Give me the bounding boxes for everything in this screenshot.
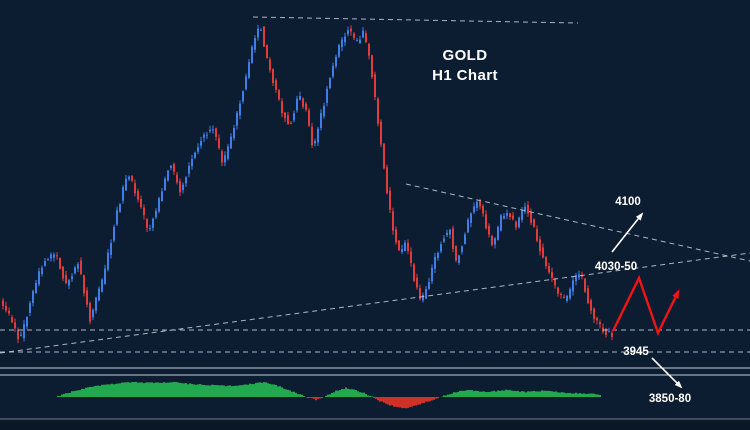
- annotation-arrow: [651, 357, 683, 389]
- ascending-support-line: [0, 252, 750, 354]
- oscillator-histogram: [57, 381, 601, 409]
- price-label-4100: 4100: [615, 196, 641, 208]
- price-label-3850-80: 3850-80: [648, 393, 692, 405]
- top-resistance-line: [252, 16, 579, 24]
- descending-resistance-line: [405, 183, 750, 262]
- candlesticks: [2, 24, 613, 344]
- chart-timeframe-label: H1 Chart: [432, 67, 498, 84]
- price-label-3945: 3945: [623, 346, 649, 358]
- price-label-4030-50: 4030-50: [594, 261, 638, 273]
- projected-price-path-arrow: [611, 274, 680, 337]
- bottom-band: [0, 419, 750, 430]
- chart-symbol-label: GOLD: [442, 46, 488, 64]
- annotation-arrow: [611, 212, 644, 253]
- chart-title: GOLD H1 Chart: [432, 46, 498, 87]
